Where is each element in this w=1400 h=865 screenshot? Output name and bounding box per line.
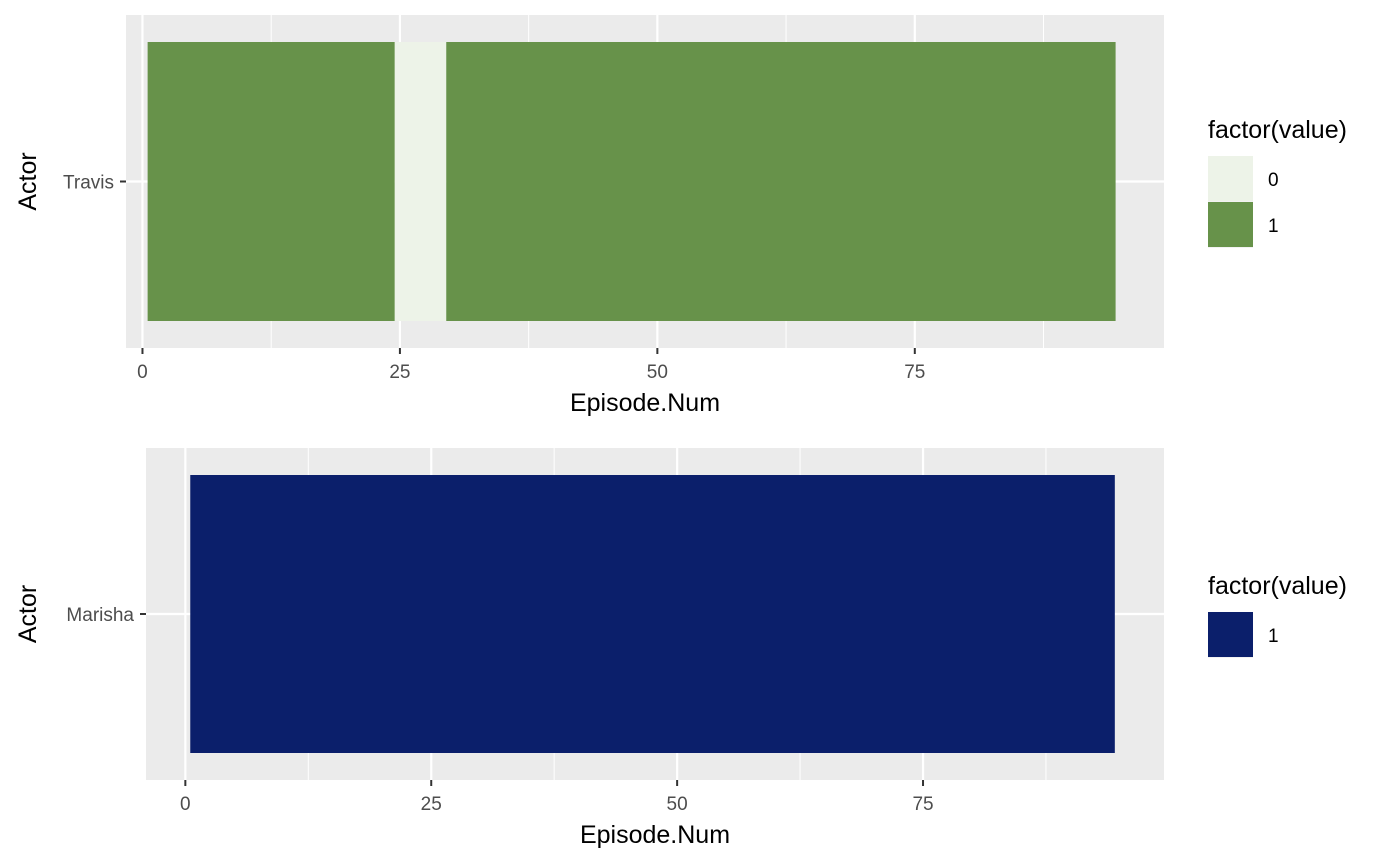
chart-panel-2: 0 25 50 75 Marisha Episode.Num Actor factor(val…	[14, 448, 1347, 849]
legend-title: factor(value)	[1208, 572, 1347, 600]
x-axis-title: Episode.Num	[570, 389, 720, 417]
legend-label: 1	[1268, 626, 1279, 647]
legend: factor(value) 1	[1208, 572, 1347, 658]
x-tick-label: 50	[667, 794, 688, 815]
legend-title: factor(value)	[1208, 116, 1347, 144]
legend-label: 1	[1268, 216, 1279, 237]
x-tick-label: 75	[904, 362, 925, 383]
x-tick-label: 25	[421, 794, 442, 815]
chart-panel-1: 0 25 50 75 Travis Episode.Num Actor factor(valu…	[14, 15, 1347, 417]
x-tick-label: 75	[912, 794, 933, 815]
legend-swatch-1	[1208, 612, 1253, 657]
x-tick-label: 25	[389, 362, 410, 383]
x-axis-title: Episode.Num	[580, 821, 730, 849]
legend-label: 0	[1268, 170, 1279, 191]
y-axis-title: Actor	[14, 585, 42, 643]
y-axis-title: Actor	[14, 152, 42, 210]
y-tick-label: Marisha	[66, 605, 134, 626]
bar-segment-1	[147, 42, 395, 321]
bar-segment-3	[446, 42, 1116, 321]
x-tick-label: 0	[180, 794, 191, 815]
bar-segment-2	[394, 42, 447, 321]
legend-swatch-0	[1208, 156, 1253, 201]
legend-swatch-1	[1208, 202, 1253, 247]
bar-segment-1	[190, 475, 1115, 753]
x-tick-label: 0	[137, 362, 148, 383]
y-tick-label: Travis	[63, 173, 114, 194]
legend: factor(value) 0 1	[1208, 116, 1347, 248]
x-tick-label: 50	[647, 362, 668, 383]
